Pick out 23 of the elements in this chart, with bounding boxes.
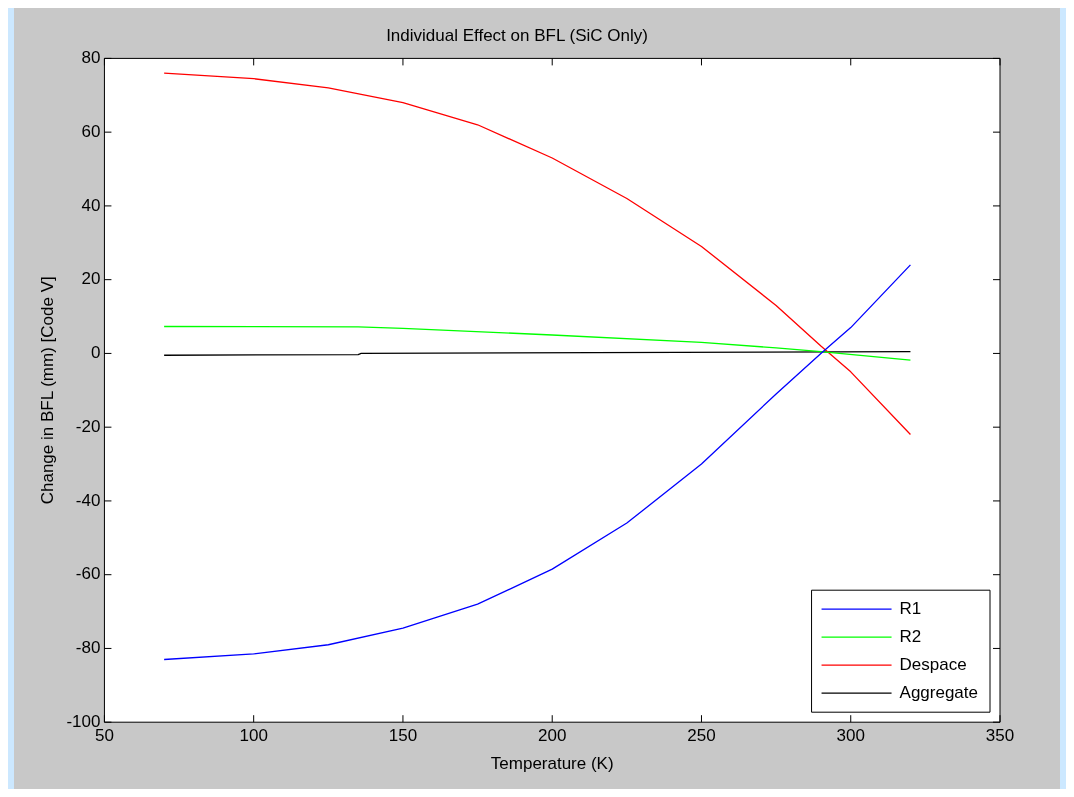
y-tick-label: -20 [75, 416, 101, 436]
y-tick-label: 20 [81, 269, 101, 289]
chart-title: Individual Effect on BFL (SiC Only) [386, 25, 648, 45]
y-tick-label: -80 [75, 638, 101, 658]
x-tick-label: 300 [836, 726, 865, 746]
x-tick-label: 250 [687, 726, 716, 746]
y-tick-label: 80 [81, 48, 101, 68]
x-tick-label: 150 [388, 726, 418, 746]
x-tick-label: 50 [94, 726, 114, 746]
x-tick-label: 200 [538, 726, 567, 746]
legend-label: Despace [899, 654, 967, 674]
x-tick-label: 350 [985, 726, 1015, 746]
legend-label: R1 [899, 598, 922, 618]
x-tick-label: 100 [239, 726, 268, 746]
y-tick-label: 0 [90, 343, 101, 363]
x-axis-title: Temperature (K) [490, 754, 614, 774]
legend-label: R2 [899, 626, 922, 646]
y-tick-label: -40 [75, 490, 101, 510]
y-tick-label: 60 [81, 121, 101, 141]
legend-label: Aggregate [899, 682, 978, 702]
y-axis-title: Change in BFL (mm) [Code V] [37, 276, 57, 505]
y-tick-label: 40 [81, 195, 101, 215]
y-tick-label: -60 [75, 564, 101, 584]
